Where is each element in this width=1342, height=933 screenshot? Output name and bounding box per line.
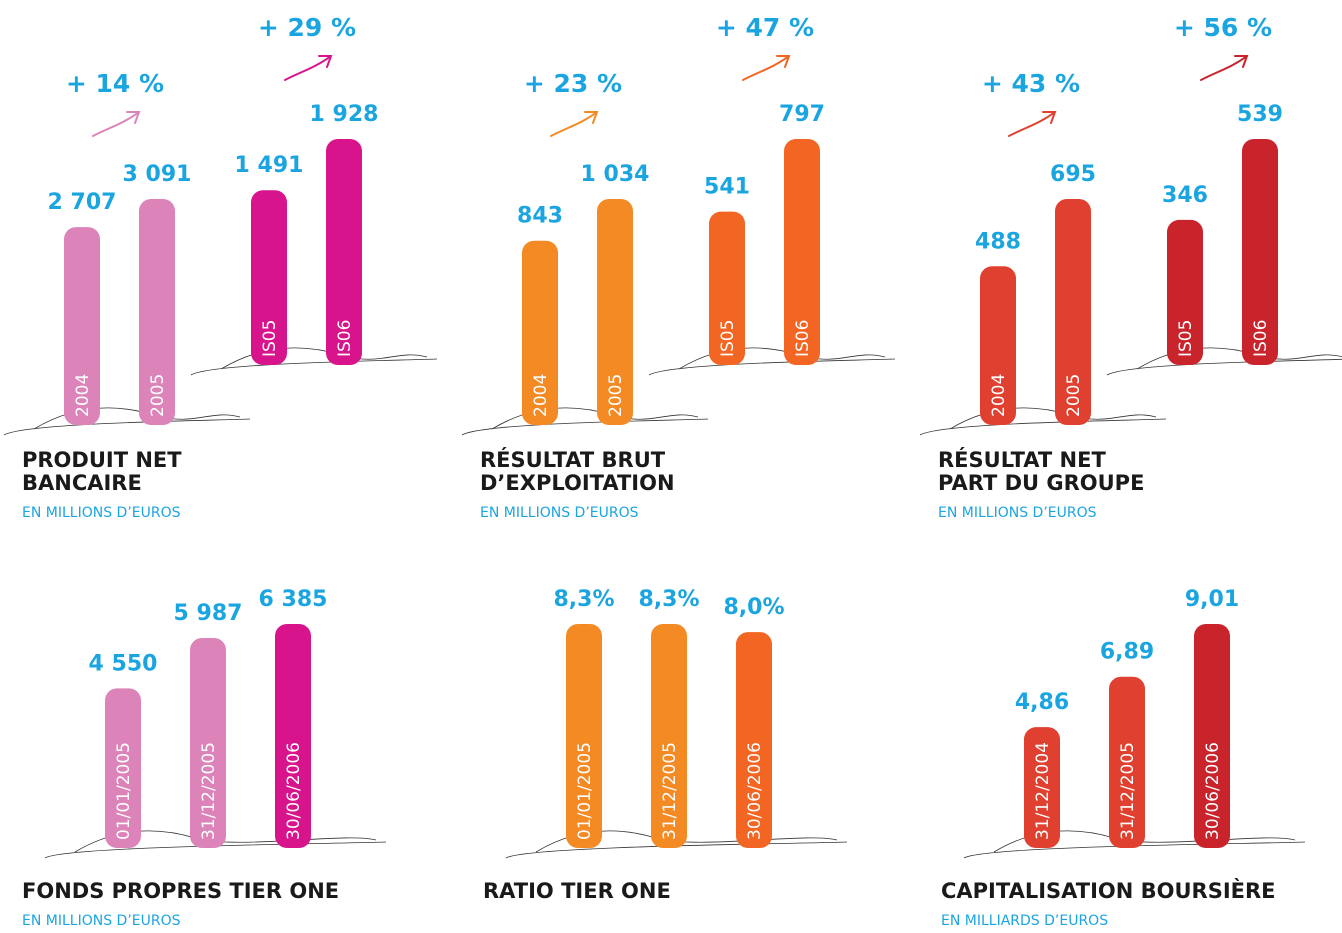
category-label: 2004 <box>531 374 551 417</box>
category-label: 30/06/2006 <box>745 742 765 840</box>
panel-title: D’EXPLOITATION <box>480 471 675 495</box>
category-label: 01/01/2005 <box>575 742 595 840</box>
value-label: 843 <box>517 204 563 229</box>
category-label: 01/01/2005 <box>114 742 134 840</box>
value-label: 8,3% <box>553 587 614 612</box>
category-label: 2005 <box>148 374 168 417</box>
hill <box>1107 348 1342 375</box>
value-label: 488 <box>975 229 1021 254</box>
category-label: IS05 <box>260 320 280 357</box>
hill <box>920 408 1166 435</box>
panel-title: PART DU GROUPE <box>938 471 1144 495</box>
hill <box>649 348 895 375</box>
growth-annotation: + 29 % <box>258 13 356 42</box>
growth-arrow <box>1201 56 1247 80</box>
value-label: 346 <box>1162 183 1208 208</box>
value-label: 4,86 <box>1015 690 1069 715</box>
panel-subtitle: EN MILLIONS D’EUROS <box>22 913 181 929</box>
category-label: IS06 <box>793 320 813 357</box>
category-label: 2005 <box>606 374 626 417</box>
category-label: IS06 <box>335 320 355 357</box>
panel-title: BANCAIRE <box>22 471 142 495</box>
value-label: 4 550 <box>89 651 158 676</box>
value-label: 1 034 <box>581 162 650 187</box>
growth-annotation: + 56 % <box>1174 13 1272 42</box>
panel-title: FONDS PROPRES TIER ONE <box>22 879 339 903</box>
category-label: IS05 <box>1176 320 1196 357</box>
value-label: 1 928 <box>310 102 379 127</box>
panel-subtitle: EN MILLIONS D’EUROS <box>22 505 181 521</box>
category-label: 31/12/2005 <box>660 742 680 840</box>
category-label: 30/06/2006 <box>284 742 304 840</box>
growth-arrow <box>1009 112 1055 136</box>
value-label: 797 <box>779 102 825 127</box>
panel-title: RÉSULTAT BRUT <box>480 447 666 472</box>
value-label: 8,0% <box>723 595 784 620</box>
value-label: 2 707 <box>48 190 117 215</box>
growth-annotation: + 14 % <box>66 69 164 98</box>
infographic: 2 707 2004 3 091 2005 + 14 % 1 491 IS05 1 928 IS… <box>0 0 1342 933</box>
growth-arrow <box>285 56 331 80</box>
hill <box>462 408 708 435</box>
value-label: 1 491 <box>235 153 304 178</box>
growth-arrow <box>93 112 139 136</box>
category-label: IS05 <box>718 320 738 357</box>
value-label: 9,01 <box>1185 587 1239 612</box>
panel-title: CAPITALISATION BOURSIÈRE <box>941 878 1276 903</box>
value-label: 695 <box>1050 162 1096 187</box>
panel-subtitle: EN MILLIONS D’EUROS <box>938 505 1097 521</box>
panel-title: PRODUIT NET <box>22 448 182 472</box>
growth-annotation: + 47 % <box>716 13 814 42</box>
category-label: 31/12/2005 <box>1118 742 1138 840</box>
value-label: 5 987 <box>174 601 243 626</box>
panel-title: RATIO TIER ONE <box>483 879 671 903</box>
growth-annotation: + 43 % <box>982 69 1080 98</box>
value-label: 6,89 <box>1100 640 1154 665</box>
category-label: 30/06/2006 <box>1203 742 1223 840</box>
panel-title: RÉSULTAT NET <box>938 447 1106 472</box>
category-label: IS06 <box>1251 320 1271 357</box>
growth-arrow <box>551 112 597 136</box>
value-label: 6 385 <box>259 587 328 612</box>
category-label: 2005 <box>1064 374 1084 417</box>
category-label: 2004 <box>989 374 1009 417</box>
hill <box>4 408 250 435</box>
growth-annotation: + 23 % <box>524 69 622 98</box>
hill <box>191 348 437 375</box>
value-label: 3 091 <box>123 162 192 187</box>
value-label: 8,3% <box>638 587 699 612</box>
growth-arrow <box>743 56 789 80</box>
panel-subtitle: EN MILLIARDS D’EUROS <box>941 913 1108 929</box>
category-label: 2004 <box>73 374 93 417</box>
panel-subtitle: EN MILLIONS D’EUROS <box>480 505 639 521</box>
category-label: 31/12/2004 <box>1033 742 1053 840</box>
value-label: 541 <box>704 175 750 200</box>
category-label: 31/12/2005 <box>199 742 219 840</box>
value-label: 539 <box>1237 102 1283 127</box>
